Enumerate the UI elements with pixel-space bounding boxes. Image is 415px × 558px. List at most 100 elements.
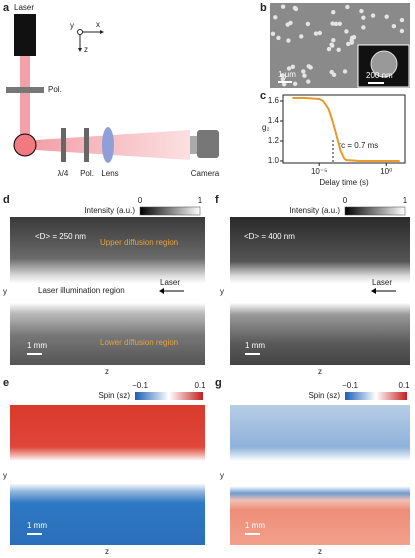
colorbar-tick: 1 xyxy=(198,196,203,205)
particle xyxy=(317,30,323,36)
particle xyxy=(286,66,292,71)
panel-f: f Intensity (a.u.) 0 1 <D> = 400 nm Lase… xyxy=(215,194,410,376)
panel-a: a Laser Pol. λ/4 Pol. Lens Camera y x z xyxy=(3,2,220,178)
x-tick-label: 10⁻⁵ xyxy=(311,167,327,176)
x-axis-label: z xyxy=(105,547,109,556)
particle xyxy=(273,15,278,20)
particle xyxy=(331,37,336,43)
laser-label: Laser xyxy=(372,278,392,287)
particle xyxy=(280,4,286,9)
lens-label: Lens xyxy=(101,169,118,178)
particle xyxy=(286,38,291,43)
panel-c: c g₂ Delay time (s) τc = 0.7 ms 1.0 1.2 1.… xyxy=(260,90,406,187)
camera-lens xyxy=(190,136,198,154)
scale-label: 200 nm xyxy=(366,71,393,80)
y-axis-label: y xyxy=(220,471,224,480)
x-axis-label: z xyxy=(318,367,322,376)
laser-label: Laser xyxy=(160,278,180,287)
panel-label: a xyxy=(3,2,10,14)
particle xyxy=(370,50,398,78)
particle xyxy=(276,35,281,41)
y-tick-label: 1.2 xyxy=(268,136,280,145)
colorbar xyxy=(345,392,407,400)
particle xyxy=(305,21,311,27)
y-axis-label: y xyxy=(3,471,7,480)
particle xyxy=(330,21,335,26)
axis-origin xyxy=(77,29,83,35)
particle xyxy=(290,64,296,70)
y-axis-label: y xyxy=(3,287,7,296)
curve xyxy=(292,97,400,162)
particle xyxy=(346,41,351,47)
x-axis-label: z xyxy=(105,367,109,376)
laser-box xyxy=(14,14,36,56)
scale-label: 1 mm xyxy=(27,521,47,530)
particle xyxy=(270,31,276,36)
polarizer xyxy=(84,128,89,162)
particle xyxy=(399,17,405,23)
camera xyxy=(197,130,219,158)
panel-label: g xyxy=(215,377,222,389)
panel-label: c xyxy=(260,90,266,102)
particle xyxy=(292,81,298,87)
particle xyxy=(302,73,307,78)
colorbar xyxy=(139,206,201,216)
particle xyxy=(359,8,364,14)
arrow-head xyxy=(371,288,376,294)
arrow-head xyxy=(100,30,104,34)
panel-label: b xyxy=(260,2,267,14)
scale-label: 1 mm xyxy=(27,341,47,350)
particle xyxy=(384,14,389,19)
particle xyxy=(342,69,348,74)
particle xyxy=(326,46,332,52)
particle xyxy=(333,21,339,27)
axis-label: z xyxy=(84,45,88,54)
sample xyxy=(13,133,37,157)
colorbar-tick: 0.1 xyxy=(398,381,410,390)
particle xyxy=(345,4,350,10)
polarizer xyxy=(6,87,44,93)
particle xyxy=(329,42,334,47)
particle xyxy=(336,47,341,53)
colorbar-title: Spin (sz) xyxy=(98,391,130,400)
colorbar-tick: 0 xyxy=(343,196,348,205)
particle xyxy=(349,40,355,45)
laser-label: Laser xyxy=(14,3,34,12)
panel-label: f xyxy=(215,194,219,206)
particle xyxy=(337,21,343,27)
colorbar-title: Spin (sz) xyxy=(308,391,340,400)
particle xyxy=(306,79,311,84)
colorbar-title: Intensity (a.u.) xyxy=(289,206,340,215)
y-axis-label: y xyxy=(220,287,224,296)
spin-image xyxy=(10,405,205,545)
lens xyxy=(102,127,114,163)
qwp-label: λ/4 xyxy=(58,169,69,178)
colorbar xyxy=(135,392,203,400)
colorbar-tick: 0.1 xyxy=(194,381,206,390)
particle xyxy=(370,13,376,18)
particle xyxy=(301,69,306,74)
x-axis-label: z xyxy=(318,547,322,556)
scale-label: 1 mm xyxy=(245,341,265,350)
particle xyxy=(280,76,286,82)
pol-label: Pol. xyxy=(48,85,62,94)
scale-label: 1 mm xyxy=(245,521,265,530)
colorbar-title: Intensity (a.u.) xyxy=(84,206,135,215)
particle xyxy=(344,29,349,34)
size-label: <D> = 250 nm xyxy=(35,232,86,241)
beam xyxy=(20,56,30,136)
particle xyxy=(391,23,397,29)
region-label: Lower diffusion region xyxy=(100,338,178,347)
particle xyxy=(399,28,405,34)
region-label: Upper diffusion region xyxy=(100,238,178,247)
axis-label: x xyxy=(96,20,100,29)
camera-label: Camera xyxy=(191,169,220,178)
panel-label: e xyxy=(3,377,9,389)
panel-b: b 1 μm 200 nm xyxy=(260,2,410,88)
panel-d: d Intensity (a.u.) 0 1 <D> = 250 nm Uppe… xyxy=(3,194,205,376)
y-tick-label: 1.0 xyxy=(268,156,280,165)
particle xyxy=(288,20,293,26)
particle xyxy=(306,64,311,69)
particle xyxy=(313,31,319,36)
